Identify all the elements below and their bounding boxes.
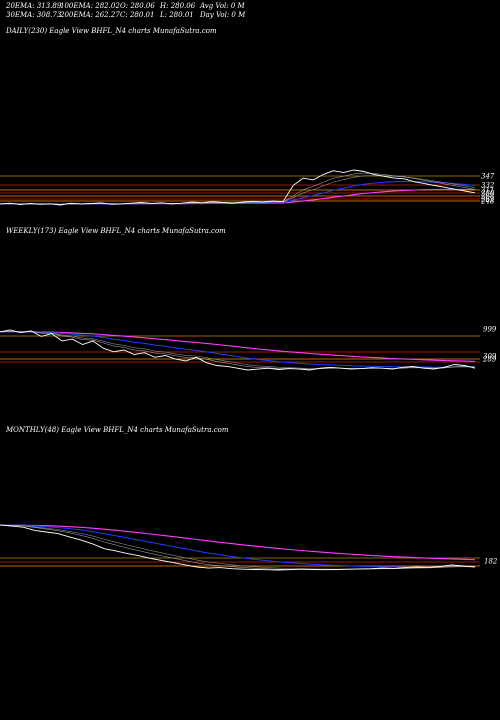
ema-long-line [0, 188, 476, 205]
ema-light-line [0, 330, 476, 370]
price-line [0, 329, 476, 371]
header-ema200: 200EMA: 262.27 [60, 11, 120, 19]
header-low: L: 280.01 [160, 11, 194, 19]
tick-label: 309 [483, 353, 497, 361]
daily-panel-label: DAILY(230) Eagle View BHFL_N4 charts Mun… [6, 27, 217, 35]
tick-label: 311 [481, 187, 494, 195]
ema-short-line [0, 331, 476, 368]
header-day-vol: Day Vol: 0 M [200, 11, 246, 19]
price-line [0, 169, 476, 206]
tick-label: 262 [480, 196, 495, 204]
tick-label: 999 [483, 326, 497, 334]
tick-label: 248 [480, 198, 495, 206]
header-avg-vol: Avg Vol: 0 M [200, 2, 245, 10]
monthly-panel: 182 [0, 524, 498, 571]
ema-long-line [0, 331, 476, 362]
monthly-panel-label: MONTHLY(48) Eagle View BHFL_N4 charts Mu… [6, 426, 229, 434]
ema-short-line [0, 524, 476, 568]
header-ema20: 20EMA: 313.89 [6, 2, 62, 10]
tick-label: 332 [481, 182, 495, 190]
header-high: H: 280.06 [160, 2, 196, 10]
ema-long-line [0, 524, 476, 561]
ema-grey-line [0, 524, 476, 570]
tick-label: 182 [484, 558, 498, 566]
tick-label: 268 [480, 193, 495, 201]
tick-label: 347 [481, 173, 495, 181]
header-close: C: 280.01 [120, 11, 155, 19]
tick-label: 280 [480, 190, 495, 198]
ema-light-line [0, 172, 476, 205]
tick-label: 289 [482, 356, 497, 364]
price-line [0, 524, 476, 571]
header-open: O: 280.06 [120, 2, 155, 10]
weekly-panel-label: WEEKLY(173) Eagle View BHFL_N4 charts Mu… [6, 227, 226, 235]
header-ema30: 30EMA: 308.73 [6, 11, 62, 19]
header-ema100: 100EMA: 282.02 [60, 2, 120, 10]
